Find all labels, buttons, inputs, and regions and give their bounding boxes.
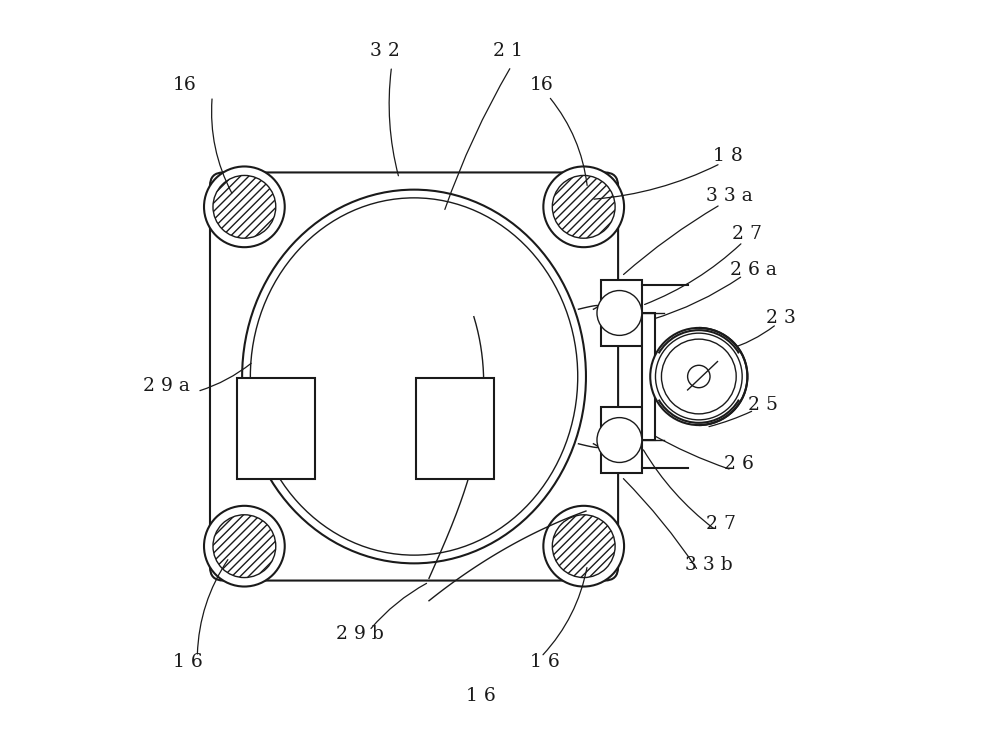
Text: 1 6: 1 6 xyxy=(466,687,496,706)
Text: 16: 16 xyxy=(173,76,196,94)
Bar xyxy=(601,280,642,346)
Text: 1 8: 1 8 xyxy=(713,147,743,165)
Circle shape xyxy=(204,506,285,587)
Text: 1 6: 1 6 xyxy=(173,653,202,671)
Circle shape xyxy=(543,166,624,247)
Text: 2 9 a: 2 9 a xyxy=(143,377,190,395)
Circle shape xyxy=(597,418,642,462)
Text: 2 3: 2 3 xyxy=(766,309,796,328)
Circle shape xyxy=(543,506,624,587)
Text: 16: 16 xyxy=(530,76,554,94)
Text: 2 5: 2 5 xyxy=(748,396,778,414)
Text: 3 2: 3 2 xyxy=(370,42,400,60)
Text: 3 3 a: 3 3 a xyxy=(706,187,752,205)
Circle shape xyxy=(597,291,642,335)
Circle shape xyxy=(650,328,747,425)
Text: 2 6 a: 2 6 a xyxy=(730,261,777,279)
Text: 2 7: 2 7 xyxy=(732,225,762,243)
Text: 1 6: 1 6 xyxy=(530,653,560,671)
Text: 3 3 b: 3 3 b xyxy=(685,556,733,574)
Circle shape xyxy=(204,166,285,247)
Text: 2 6: 2 6 xyxy=(724,455,754,473)
Text: 2 7: 2 7 xyxy=(706,515,736,532)
Bar xyxy=(601,407,642,473)
FancyBboxPatch shape xyxy=(210,172,618,581)
Text: 2 1: 2 1 xyxy=(493,42,522,60)
Bar xyxy=(416,378,494,479)
Bar xyxy=(642,313,655,440)
Bar xyxy=(237,378,315,479)
Text: 2 9 b: 2 9 b xyxy=(336,626,383,643)
